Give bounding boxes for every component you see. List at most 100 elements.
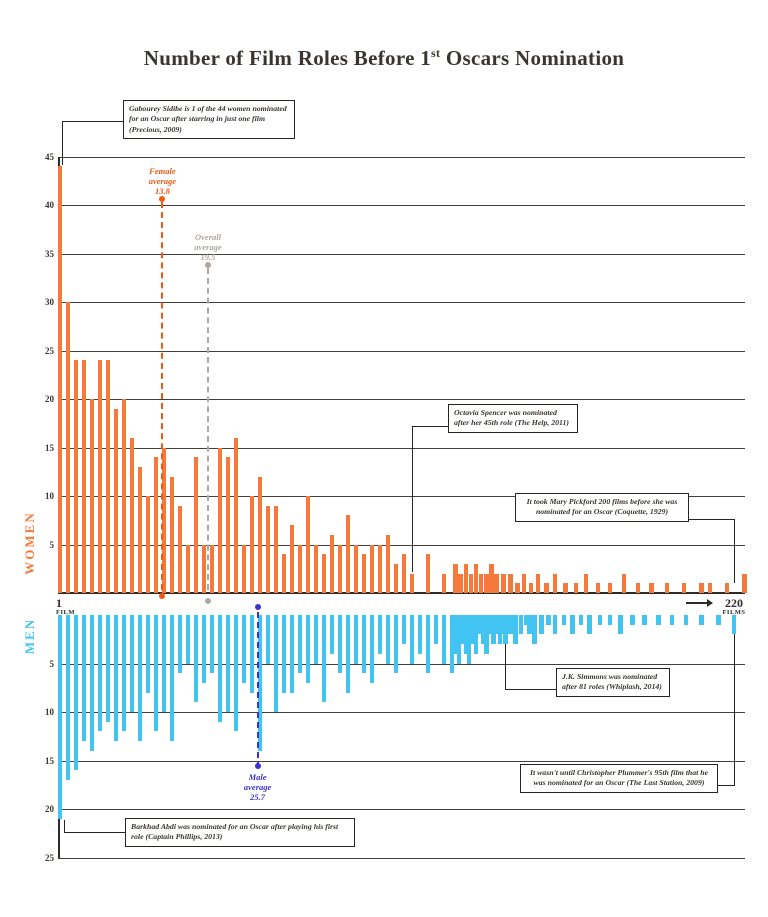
women-bar: [489, 563, 494, 593]
women-bar: [742, 573, 747, 593]
y-tick-label-women: 15: [45, 442, 54, 453]
annotation-octavia-spencer: Octavia Spencer was nominated after her …: [448, 404, 578, 433]
women-bar: [501, 573, 506, 593]
women-bar: [57, 166, 63, 593]
women-bar: [329, 534, 335, 593]
men-bar: [597, 615, 603, 625]
male-average-dot: [254, 763, 261, 769]
men-bar: [441, 615, 447, 664]
men-bar: [508, 615, 513, 635]
connector-line: [62, 121, 64, 165]
overall-average-label: Overall average 19.5: [194, 232, 222, 263]
men-bar: [153, 615, 159, 732]
men-bar: [313, 615, 319, 664]
women-bar: [225, 457, 231, 593]
women-bar: [337, 544, 343, 593]
women-bar: [185, 544, 191, 593]
men-bar: [65, 615, 71, 780]
overall-average-dot: [205, 598, 211, 604]
connector-line: [64, 820, 66, 833]
y-tick-label-women: 20: [45, 394, 54, 404]
y-tick-label-women: 5: [49, 539, 55, 550]
women-bar: [305, 496, 311, 593]
women-bar: [707, 583, 713, 593]
men-bar: [587, 615, 592, 635]
men-bar: [273, 615, 279, 712]
gridline-men: [58, 663, 745, 665]
women-bar: [528, 583, 534, 593]
men-bar: [233, 615, 239, 732]
women-bar: [233, 437, 239, 593]
y-tick-label-women: 10: [45, 491, 54, 501]
women-bar: [458, 573, 463, 593]
men-bar: [497, 615, 503, 645]
men-bar: [201, 615, 207, 683]
men-bar: [561, 615, 567, 625]
women-bar: [121, 399, 127, 593]
women-bar: [473, 563, 479, 593]
men-bar: [539, 615, 544, 635]
male-average-dot: [254, 604, 261, 610]
men-bar: [385, 615, 391, 664]
men-bar: [532, 615, 537, 645]
women-bar: [552, 573, 558, 593]
annotation-christopher-plummer: It wasn't until Christopher Plummer's 95…: [520, 764, 718, 793]
connector-line: [64, 832, 125, 834]
women-bar: [177, 505, 183, 593]
male-average-line: [256, 612, 259, 768]
men-axis-label: MEN: [22, 617, 37, 655]
men-bar: [494, 615, 499, 635]
men-bar: [480, 615, 486, 645]
men-bar: [449, 615, 455, 674]
gridline-women: [58, 447, 745, 449]
men-bar: [97, 615, 103, 732]
men-bar: [89, 615, 95, 751]
female-average-dot: [159, 196, 166, 202]
men-bar: [503, 615, 508, 645]
gridline-men: [58, 809, 745, 810]
men-bar: [345, 615, 351, 693]
men-bar: [656, 615, 661, 625]
gridline-women: [58, 496, 745, 497]
women-bar: [508, 573, 513, 593]
men-bar: [417, 615, 423, 654]
men-bar: [177, 615, 183, 674]
men-bar: [491, 615, 496, 645]
annotation-mary-pickford: It took Mary Pickford 200 films before s…: [515, 493, 689, 522]
men-bar: [161, 615, 167, 712]
women-bar: [409, 573, 415, 593]
women-bar: [401, 554, 407, 593]
y-tick-label-men: 10: [45, 707, 54, 717]
men-bar: [145, 615, 151, 693]
men-bar: [73, 615, 79, 771]
y-tick-label-men: 25: [45, 852, 54, 863]
women-bar: [521, 573, 527, 593]
women-bar: [515, 583, 520, 593]
x-axis-arrow: [686, 602, 708, 604]
men-bar: [425, 615, 431, 674]
annotation-barkhad-abdi: Barkhad Abdi was nominated for an Oscar …: [125, 818, 355, 847]
women-bar: [681, 583, 687, 593]
men-bar: [321, 615, 327, 703]
men-bar: [81, 615, 87, 742]
gridline-women: [58, 302, 745, 303]
men-bar: [169, 615, 175, 742]
connector-line: [412, 426, 414, 572]
women-bar: [209, 544, 215, 593]
x-axis-end-label: 220 FILMS: [716, 597, 752, 617]
women-bar: [129, 437, 135, 593]
men-bar: [527, 615, 532, 635]
men-bar: [433, 615, 439, 645]
y-tick-label-men: 15: [45, 755, 54, 766]
men-bar: [484, 615, 489, 654]
men-bar: [209, 615, 215, 674]
men-bar: [249, 615, 255, 693]
men-bar: [630, 615, 635, 625]
men-bar: [453, 615, 458, 654]
women-bar: [664, 583, 670, 593]
connector-line: [734, 519, 736, 583]
women-bar: [273, 505, 279, 593]
women-bar: [169, 476, 175, 593]
men-bar: [289, 615, 295, 693]
x-axis-arrow-head-icon: [707, 599, 713, 607]
